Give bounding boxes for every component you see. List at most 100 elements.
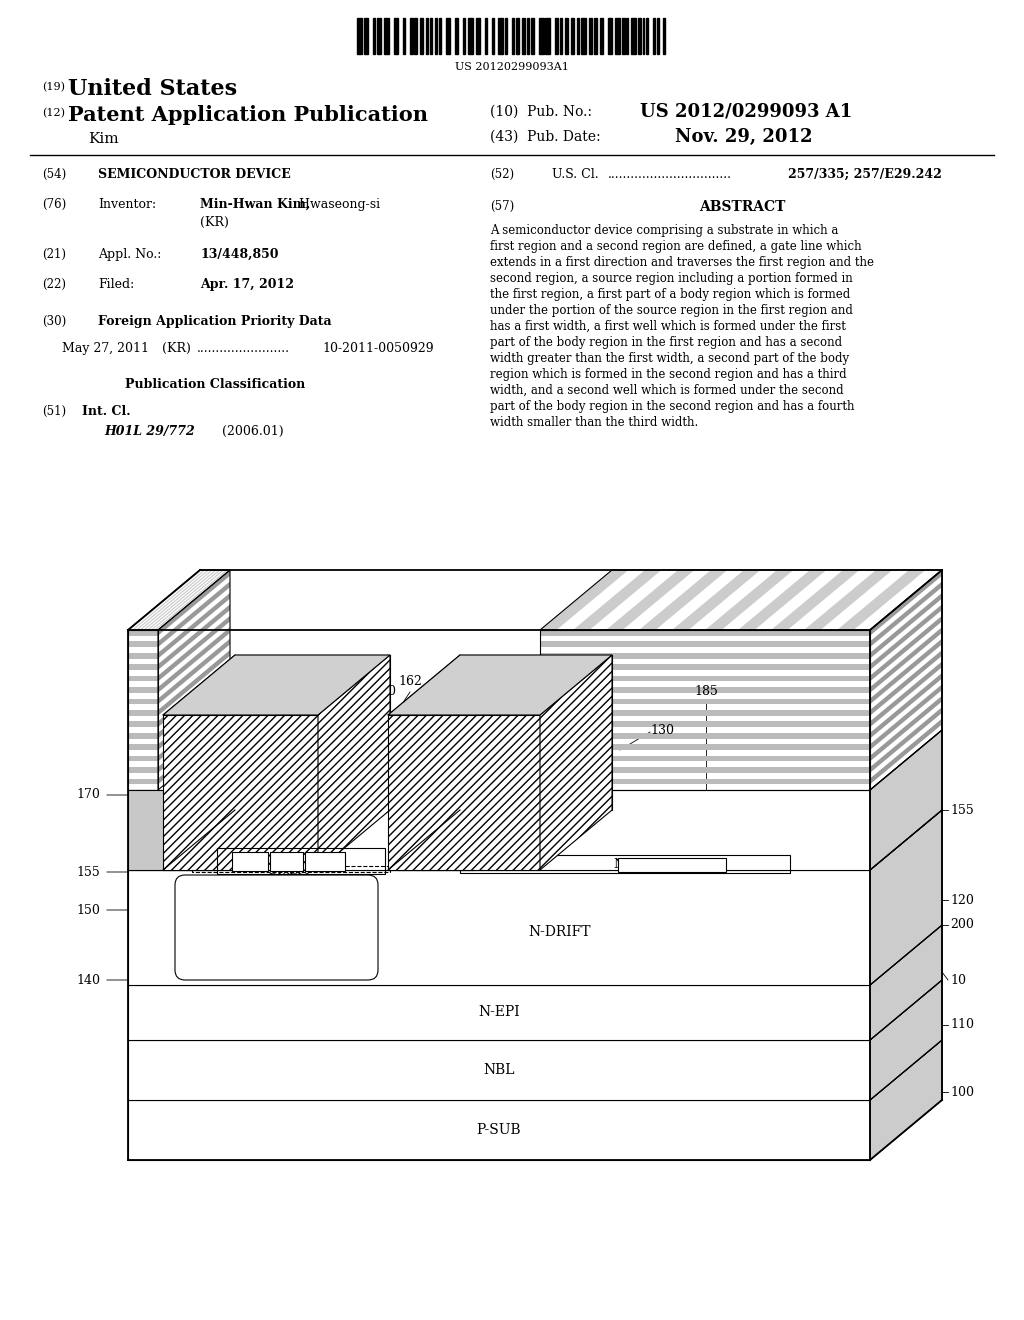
Polygon shape — [128, 925, 942, 985]
Polygon shape — [672, 570, 761, 630]
Text: Nov. 29, 2012: Nov. 29, 2012 — [675, 128, 812, 147]
Text: extends in a first direction and traverses the first region and the: extends in a first direction and travers… — [490, 256, 874, 269]
Text: United States: United States — [68, 78, 238, 100]
Bar — [555, 18, 558, 54]
Polygon shape — [163, 655, 390, 715]
Text: (57): (57) — [490, 201, 514, 213]
Polygon shape — [870, 627, 942, 693]
Text: N+: N+ — [317, 858, 332, 866]
Bar — [485, 18, 487, 54]
Polygon shape — [158, 627, 230, 693]
Polygon shape — [135, 570, 209, 630]
Text: 155: 155 — [950, 804, 974, 817]
Bar — [420, 18, 423, 54]
Polygon shape — [870, 810, 942, 985]
Polygon shape — [398, 789, 474, 870]
Bar — [512, 18, 514, 54]
Bar — [415, 18, 418, 54]
Text: ABSTRACT: ABSTRACT — [698, 201, 785, 214]
Bar — [656, 18, 658, 54]
Polygon shape — [155, 570, 228, 630]
Text: 120: 120 — [950, 894, 974, 907]
Polygon shape — [870, 605, 942, 671]
Bar — [522, 18, 524, 54]
Polygon shape — [128, 789, 870, 870]
Polygon shape — [318, 655, 390, 870]
Text: Inventor:: Inventor: — [98, 198, 156, 211]
Text: P-BODY: P-BODY — [281, 855, 322, 865]
Polygon shape — [738, 570, 826, 630]
Text: 155: 155 — [76, 866, 100, 879]
Bar — [653, 18, 654, 54]
Polygon shape — [158, 605, 230, 671]
Text: has a first width, a first well which is formed under the first: has a first width, a first well which is… — [490, 319, 846, 333]
Bar — [540, 630, 870, 789]
Text: 13/448,850: 13/448,850 — [200, 248, 279, 261]
Text: Patent Application Publication: Patent Application Publication — [68, 106, 428, 125]
Polygon shape — [618, 858, 726, 873]
Polygon shape — [870, 696, 942, 762]
Text: under the portion of the source region in the first region and: under the portion of the source region i… — [490, 304, 853, 317]
Text: N+: N+ — [243, 858, 257, 866]
Bar — [540, 767, 870, 772]
Text: (54): (54) — [42, 168, 67, 181]
Bar — [607, 18, 612, 54]
Text: SEMICONDUCTOR DEVICE: SEMICONDUCTOR DEVICE — [98, 168, 291, 181]
Polygon shape — [158, 639, 230, 705]
Text: the first region, a first part of a body region which is formed: the first region, a first part of a body… — [490, 288, 850, 301]
Polygon shape — [158, 581, 230, 647]
Text: (43)  Pub. Date:: (43) Pub. Date: — [490, 129, 601, 144]
Bar — [540, 756, 870, 762]
Text: (30): (30) — [42, 315, 67, 327]
Polygon shape — [870, 673, 942, 739]
Text: region which is formed in the second region and has a third: region which is formed in the second reg… — [490, 368, 847, 381]
Text: 10: 10 — [950, 974, 966, 986]
Polygon shape — [234, 655, 390, 810]
Text: (21): (21) — [42, 248, 66, 261]
Text: GATE: GATE — [446, 791, 482, 804]
Polygon shape — [573, 570, 662, 630]
Bar — [600, 18, 603, 54]
Text: Appl. No.:: Appl. No.: — [98, 248, 162, 261]
Polygon shape — [139, 570, 213, 630]
Text: US 2012/0299093 A1: US 2012/0299093 A1 — [640, 103, 852, 121]
Text: Foreign Application Priority Data: Foreign Application Priority Data — [98, 315, 332, 327]
Bar — [377, 18, 382, 54]
Polygon shape — [870, 730, 942, 870]
Text: (KR): (KR) — [162, 342, 190, 355]
Text: Kim: Kim — [88, 132, 119, 147]
Text: GATE: GATE — [222, 791, 258, 804]
Bar — [540, 698, 870, 705]
Bar — [128, 653, 158, 659]
Polygon shape — [771, 570, 859, 630]
Bar — [128, 744, 158, 750]
Text: 100: 100 — [950, 1085, 974, 1098]
Polygon shape — [158, 615, 230, 681]
Polygon shape — [128, 1040, 870, 1100]
Polygon shape — [540, 655, 612, 870]
Text: (52): (52) — [490, 168, 514, 181]
FancyBboxPatch shape — [175, 875, 378, 979]
Text: 150: 150 — [76, 903, 100, 916]
Text: STI: STI — [163, 825, 180, 834]
Text: (51): (51) — [42, 405, 67, 418]
Text: Hwaseong-si: Hwaseong-si — [295, 198, 380, 211]
Bar — [540, 664, 870, 671]
Text: May 27, 2011: May 27, 2011 — [62, 342, 150, 355]
Bar — [445, 18, 451, 54]
Text: ........................: ........................ — [197, 342, 290, 355]
Text: US 20120299093A1: US 20120299093A1 — [455, 62, 569, 73]
Text: 130: 130 — [650, 723, 674, 737]
Text: P-SUB: P-SUB — [477, 1123, 521, 1137]
Bar — [128, 630, 158, 789]
Bar — [128, 756, 158, 762]
Bar — [439, 18, 441, 54]
Polygon shape — [158, 649, 230, 715]
Text: second region, a source region including a portion formed in: second region, a source region including… — [490, 272, 853, 285]
Bar — [128, 642, 158, 647]
Text: (KR): (KR) — [200, 216, 229, 228]
Polygon shape — [128, 1040, 942, 1100]
Bar — [463, 18, 465, 54]
Text: N+: N+ — [662, 858, 682, 871]
Text: ................................: ................................ — [608, 168, 732, 181]
